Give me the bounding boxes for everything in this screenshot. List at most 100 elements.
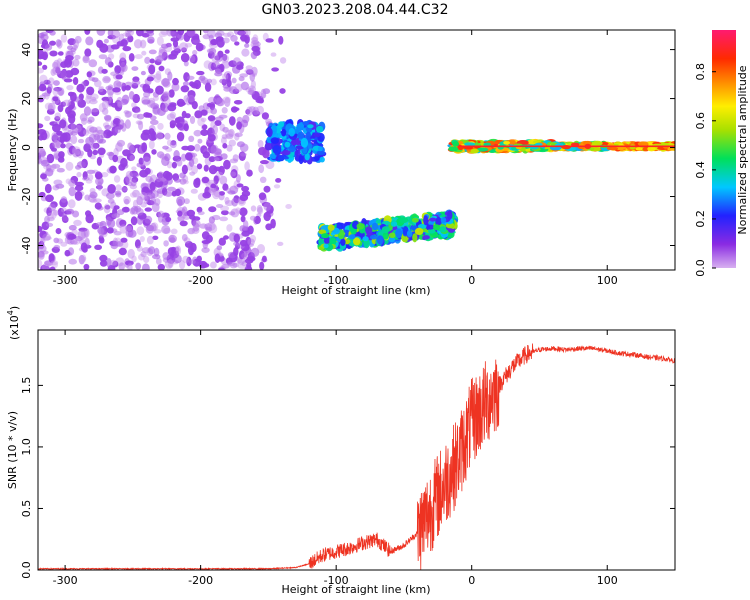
colorbar-gradient	[712, 30, 736, 268]
heat-cell-noise	[39, 74, 48, 84]
heat-cell-noise	[240, 152, 247, 157]
heat-cell-noise	[38, 250, 45, 260]
heat-cell-noise	[156, 132, 165, 140]
heat-cell-noise	[53, 244, 61, 250]
heat-cell-descent	[427, 228, 436, 234]
heat-cell-noise	[59, 119, 67, 129]
heat-cell-noise	[103, 114, 112, 121]
heat-cell-burst	[313, 133, 321, 138]
heat-cell-noise	[119, 219, 127, 227]
heat-cell-noise	[106, 227, 114, 234]
heat-cell-noise	[157, 122, 164, 130]
heat-cell-noise	[86, 71, 93, 78]
heat-cell-noise	[189, 171, 196, 176]
heat-cell-noise	[144, 215, 153, 224]
heat-cell-noise	[225, 129, 234, 138]
heat-cell-noise	[95, 177, 104, 186]
heat-cell-burst	[300, 137, 309, 148]
heat-cell-noise	[60, 69, 67, 80]
heat-cell-noise	[208, 186, 217, 196]
heat-cell-noise	[106, 258, 112, 268]
heat-cell-noise	[46, 212, 54, 220]
heat-cell-flight	[647, 146, 656, 152]
heat-cell-noise	[135, 120, 143, 125]
heat-cell-burst	[272, 145, 282, 155]
heat-cell-noise	[68, 224, 77, 231]
heat-cell-flight	[570, 142, 580, 147]
heat-cell-descent	[388, 232, 396, 239]
heat-cell-noise	[183, 180, 189, 185]
heat-cell-noise	[247, 225, 254, 235]
heat-cell-noise	[68, 101, 76, 110]
snr-ytick-label: 1.5	[20, 377, 33, 395]
heat-cell-noise	[246, 169, 253, 177]
heat-cell-descent	[417, 223, 427, 229]
heat-cell-noise	[174, 117, 181, 124]
snr-line-layer	[38, 343, 675, 570]
heat-cell-noise	[140, 202, 147, 208]
heat-cell-noise	[111, 30, 121, 39]
heat-cell-noise	[216, 171, 224, 177]
heat-cell-noise	[139, 192, 148, 200]
heat-cell-descent	[332, 227, 340, 235]
heat-cell-noise	[150, 119, 159, 126]
snr-series-line	[38, 343, 675, 570]
heat-cell-noise	[72, 77, 79, 85]
heat-cell-burst	[288, 127, 295, 137]
heat-cell-noise	[59, 134, 65, 144]
heat-cell-noise	[220, 205, 230, 212]
heat-cell-noise	[97, 227, 104, 235]
heat-cell-noise	[134, 144, 142, 149]
heat-cell-noise	[153, 73, 162, 83]
heat-cell-noise	[45, 43, 53, 51]
heat-cell-noise	[112, 87, 121, 93]
heat-cell-noise	[74, 185, 84, 192]
heat-cell-noise	[99, 260, 108, 267]
heat-cell-noise	[214, 253, 221, 263]
heat-cell-noise	[116, 209, 125, 216]
heat-cell-noise	[212, 190, 221, 200]
heat-cell-noise	[117, 101, 124, 108]
heat-cell-noise	[50, 260, 59, 266]
heat-cell-noise	[148, 49, 157, 55]
heat-cell-noise	[139, 39, 147, 49]
heat-cell-noise	[66, 85, 74, 91]
heat-cell-noise	[72, 59, 80, 67]
heat-cell-descent	[414, 227, 424, 235]
heat-cell-noise	[194, 110, 203, 119]
heat-cell-noise	[131, 80, 141, 86]
snr-panel: -300 -200 -100 0 100 0.0 0.5 1.0 1.5 Height of s…	[6, 306, 676, 596]
heat-cell-noise	[57, 87, 65, 97]
heat-cell-descent	[439, 226, 447, 233]
heat-cell-noise	[188, 259, 196, 265]
heat-cell-noise	[156, 151, 165, 159]
heat-cell-noise	[77, 230, 86, 240]
heat-cell-noise	[164, 191, 173, 197]
heat-cell-noise	[76, 83, 85, 93]
heat-cell-noise	[200, 262, 210, 268]
heat-cell-noise	[175, 123, 183, 128]
heat-cell-noise	[136, 226, 145, 236]
heat-cell-noise	[60, 61, 68, 68]
heat-cell-noise	[223, 159, 231, 170]
heat-cell-noise	[73, 219, 82, 226]
heat-cell-noise	[239, 143, 249, 152]
heat-cell-noise	[148, 132, 158, 141]
heat-cell-noise	[200, 109, 208, 116]
heat-cell-noise	[189, 55, 196, 63]
heat-cell-noise	[219, 175, 228, 185]
heat-cell-noise	[134, 54, 143, 60]
heat-cell-descent	[371, 222, 379, 231]
heat-cell-noise	[90, 142, 99, 150]
heat-cell-noise	[161, 92, 170, 101]
heat-cell-noise	[229, 171, 237, 177]
heat-cell-noise	[186, 209, 196, 217]
heat-cell-noise	[145, 112, 153, 118]
heat-cell-noise	[87, 148, 93, 158]
heat-cell-noise	[127, 263, 133, 270]
heat-cell-noise	[115, 74, 123, 80]
heat-cell-noise	[67, 233, 77, 240]
heat-cell-noise	[234, 83, 243, 92]
heat-cell-noise	[234, 132, 243, 138]
